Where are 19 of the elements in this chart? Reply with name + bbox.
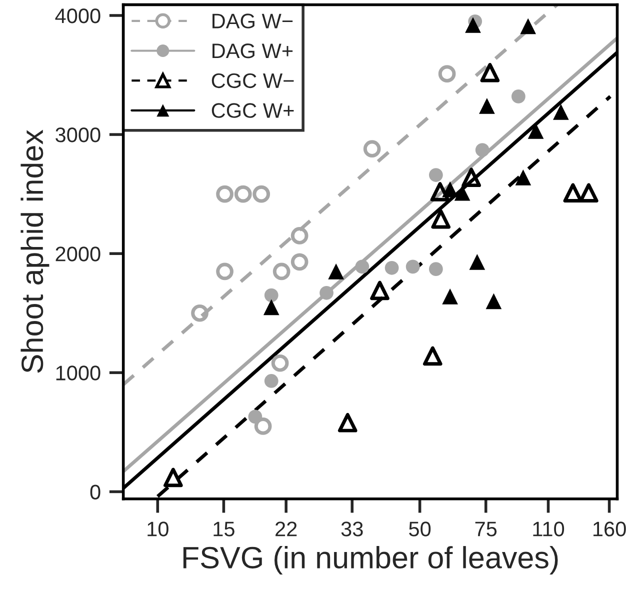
x-tick-label: 33 <box>341 522 363 536</box>
legend-label: DAG W+ <box>212 43 293 58</box>
x-tick-label: 22 <box>276 522 297 536</box>
x-tick-label: 50 <box>409 522 431 536</box>
x-tick-label: 75 <box>475 522 497 536</box>
legend-label: CGC W+ <box>212 103 294 118</box>
x-tick-label: 110 <box>533 522 564 536</box>
legend-label: DAG W− <box>212 14 293 28</box>
x-tick-label: 160 <box>594 522 626 536</box>
y-axis-title: Shoot aphid index <box>20 130 50 373</box>
legend-label: CGC W− <box>212 73 294 88</box>
y-tick-label: 3000 <box>56 128 100 142</box>
x-axis-title: FSVG (in number of leaves) <box>183 546 558 575</box>
y-tick-label: 4000 <box>55 8 100 24</box>
x-tick-label: 10 <box>148 522 168 536</box>
y-tick-label: 0 <box>90 484 100 500</box>
x-tick-label: 15 <box>214 522 234 536</box>
y-tick-label: 1000 <box>56 366 100 380</box>
y-tick-label: 2000 <box>56 246 100 262</box>
